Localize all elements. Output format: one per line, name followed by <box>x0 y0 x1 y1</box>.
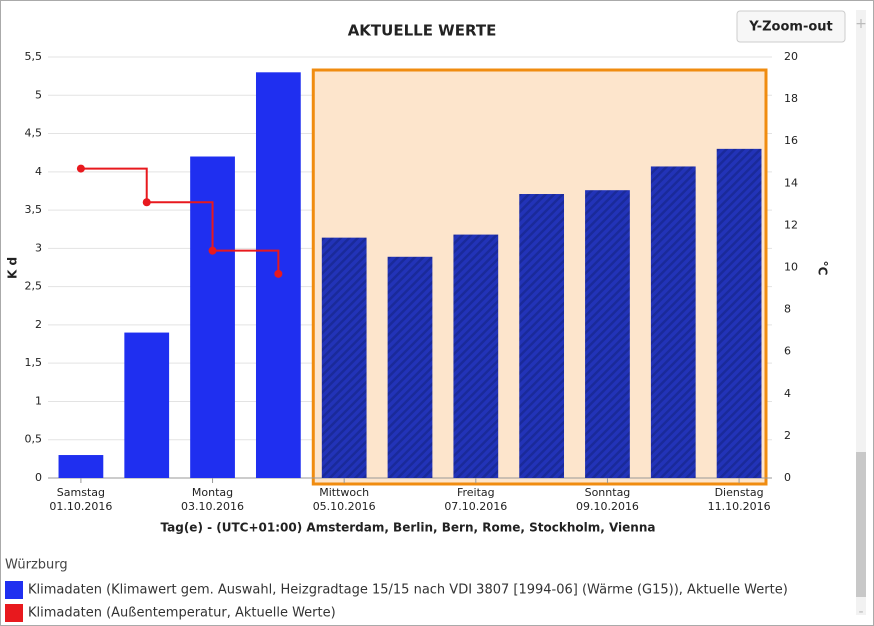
bar <box>453 234 499 478</box>
chart-title: AKTUELLE WERTE <box>348 22 497 40</box>
x-tick-label: Sonntag <box>585 486 631 499</box>
y2-tick-label: 18 <box>784 92 798 105</box>
x-tick-label: 09.10.2016 <box>576 500 639 513</box>
y-tick-label: 1,5 <box>25 356 43 369</box>
bar <box>716 148 762 478</box>
scrollbar[interactable] <box>856 10 866 615</box>
legend-label: Klimadaten (Klimawert gem. Auswahl, Heiz… <box>28 583 788 598</box>
x-tick-label: 05.10.2016 <box>313 500 376 513</box>
scroll-up[interactable]: + <box>855 16 867 32</box>
y-tick-label: 0,5 <box>25 433 43 446</box>
y-tick-label: 1 <box>35 394 42 407</box>
y-tick-label: 3,5 <box>25 203 43 216</box>
x-tick-label: 07.10.2016 <box>444 500 507 513</box>
temperature-point <box>142 198 151 207</box>
bar <box>321 237 367 478</box>
y-axis-label: K d <box>6 257 20 279</box>
y2-tick-label: 2 <box>784 429 791 442</box>
y-tick-label: 3 <box>35 241 42 254</box>
bar <box>585 190 630 478</box>
y2-axis-label: °C <box>816 261 830 276</box>
temperature-line <box>80 167 280 274</box>
legend-swatch <box>5 604 23 622</box>
y2-tick-label: 12 <box>784 218 798 231</box>
y2-tick-label: 14 <box>784 176 798 189</box>
x-tick-label: Dienstag <box>715 486 764 499</box>
legend-swatch <box>5 581 23 599</box>
y2-tick-label: 16 <box>784 134 798 147</box>
x-axis-label: Tag(e) - (UTC+01:00) Amsterdam, Berlin, … <box>161 521 656 535</box>
y-tick-label: 4,5 <box>25 127 43 140</box>
temperature-point <box>274 269 283 278</box>
temperature-point <box>208 246 217 255</box>
x-tick-label: 03.10.2016 <box>181 500 244 513</box>
y2-tick-label: 20 <box>784 50 798 63</box>
x-tick-label: Mittwoch <box>319 486 369 499</box>
bar <box>387 256 433 478</box>
zoom-button[interactable] <box>736 10 846 43</box>
y-tick-label: 4 <box>35 165 42 178</box>
bar <box>58 455 104 478</box>
x-tick-label: Montag <box>192 486 233 499</box>
y-tick-label: 2 <box>35 318 42 331</box>
x-tick-label: 01.10.2016 <box>49 500 112 513</box>
x-tick-label: Freitag <box>457 486 495 499</box>
temperature-point <box>76 164 85 173</box>
bar <box>519 194 565 478</box>
y-tick-label: 0 <box>35 471 42 484</box>
bar <box>650 166 696 478</box>
y2-tick-label: 0 <box>784 471 791 484</box>
x-tick-label: 11.10.2016 <box>708 500 771 513</box>
bar <box>124 332 170 478</box>
zoom-button-label[interactable]: Y-Zoom-out <box>748 20 833 35</box>
y-tick-label: 2,5 <box>25 280 43 293</box>
legend-label: Klimadaten (Außentemperatur, Aktuelle We… <box>28 606 336 621</box>
legend-title: Würzburg <box>5 558 68 573</box>
y-tick-label: 5,5 <box>25 50 43 63</box>
y2-tick-label: 6 <box>784 345 791 358</box>
scroll-down[interactable]: - <box>858 604 863 620</box>
y2-tick-label: 4 <box>784 387 791 400</box>
x-tick-label: Samstag <box>57 486 105 499</box>
y2-tick-label: 8 <box>784 303 791 316</box>
y-tick-label: 5 <box>35 88 42 101</box>
scroll-thumb[interactable] <box>856 452 866 597</box>
y2-tick-label: 10 <box>784 261 798 274</box>
